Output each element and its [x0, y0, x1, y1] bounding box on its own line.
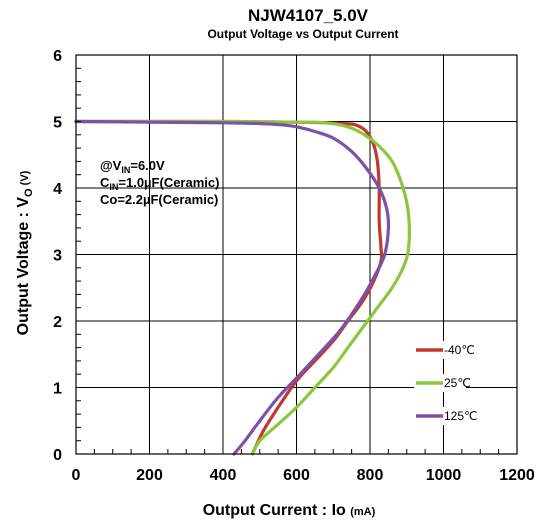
chart-title: NJW4107_5.0V	[248, 6, 369, 25]
annotation-cin-suffix: =1.0µF(Ceramic)	[118, 175, 219, 190]
y-tick-label: 3	[53, 248, 62, 265]
chart-subtitle: Output Voltage vs Output Current	[207, 27, 398, 41]
y-tick-label: 2	[53, 314, 62, 331]
y-tick-label: 4	[53, 181, 62, 198]
x-axis-label-unit: (mA)	[350, 506, 375, 518]
x-tick-label: 1200	[499, 467, 535, 484]
x-tick-label: 0	[72, 467, 81, 484]
tick-labels: 0 200 400 600 800 1000 1200 0 1 2 3 4 5 6	[53, 48, 535, 484]
x-tick-label: 400	[210, 467, 237, 484]
legend-label-0: -40℃	[444, 343, 475, 357]
y-axis-label-unit: (V)	[19, 170, 31, 188]
series-line-2	[74, 119, 391, 456]
legend-label-2: 125℃	[444, 409, 478, 423]
y-axis-label-sub: O	[23, 188, 35, 197]
series-group	[74, 119, 411, 456]
x-tick-label: 600	[283, 467, 310, 484]
legend: -40℃ 25℃ 125℃	[414, 341, 478, 425]
x-tick-label: 1000	[426, 467, 462, 484]
annotation-vin-suffix: =6.0V	[130, 158, 165, 173]
x-tick-label: 200	[136, 467, 163, 484]
y-tick-label: 0	[53, 447, 62, 464]
ticks	[75, 54, 518, 455]
annotation-cin: CIN=1.0µF(Ceramic)	[100, 175, 219, 192]
legend-label-1: 25℃	[444, 376, 471, 390]
x-axis-label: Output Current : Io (mA)	[203, 502, 376, 519]
grid	[76, 55, 517, 454]
series-line-1	[74, 119, 411, 456]
y-axis-label: Output Voltage : VO (V)	[15, 170, 35, 335]
y-tick-label: 6	[53, 48, 62, 65]
annotation-vin: @VIN=6.0V	[100, 158, 165, 175]
annotation-cin-sub: IN	[109, 182, 118, 192]
y-tick-label: 5	[53, 115, 62, 132]
annotation-cin-prefix: C	[100, 175, 110, 190]
x-tick-label: 800	[357, 467, 384, 484]
annotation-vin-sub: IN	[121, 165, 130, 175]
y-axis-label-prefix: Output Voltage : V	[15, 197, 32, 336]
annotation-vin-prefix: @V	[100, 158, 122, 173]
annotation-co: Co=2.2µF(Ceramic)	[100, 192, 218, 207]
x-axis-label-main: Output Current : Io	[203, 502, 351, 519]
y-tick-label: 1	[53, 381, 62, 398]
